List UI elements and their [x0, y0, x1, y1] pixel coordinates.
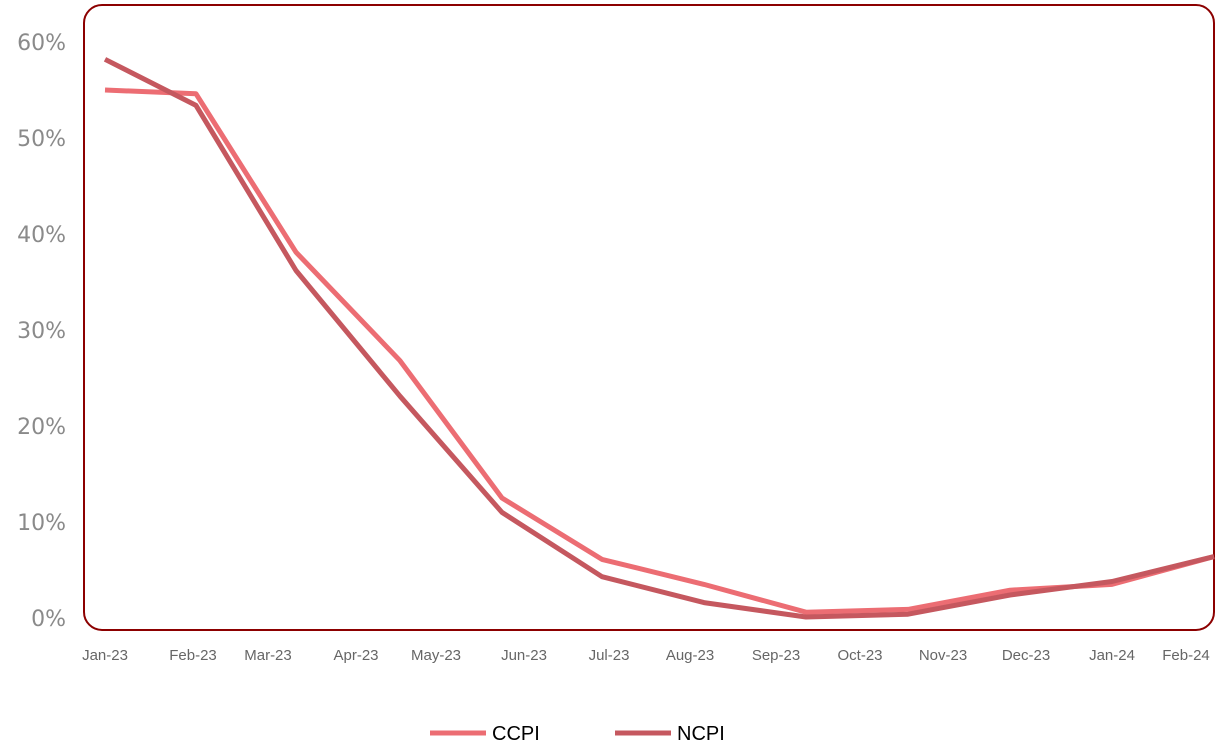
y-tick-label: 60%: [17, 31, 66, 56]
x-tick-label: Jul-23: [589, 647, 630, 664]
x-tick-label: Apr-23: [333, 647, 378, 664]
x-tick-label: Oct-23: [837, 647, 882, 664]
series-line-ccpi: [104, 87, 1215, 615]
x-tick-label: Sep-23: [752, 647, 800, 664]
x-tick-label: Jan-23: [82, 647, 128, 664]
series-line-ncpi: [103, 57, 1215, 620]
x-axis-ticks: Jan-23 Feb-23 Mar-23 Apr-23 May-23 Jun-23 Jul-…: [82, 647, 1210, 664]
y-tick-label: 0%: [31, 607, 66, 632]
y-tick-label: 40%: [17, 223, 66, 248]
y-tick-label: 10%: [17, 511, 66, 536]
x-tick-label: Jun-23: [501, 647, 547, 664]
x-tick-label: Mar-23: [244, 647, 292, 664]
x-tick-label: Nov-23: [919, 647, 967, 664]
x-tick-label: Aug-23: [666, 647, 714, 664]
series-lines: [103, 57, 1215, 620]
x-tick-label: Dec-23: [1002, 647, 1050, 664]
y-axis-ticks: 0% 10% 20% 30% 40% 50% 60%: [17, 31, 66, 632]
legend: CCPI NCPI: [430, 723, 725, 745]
y-tick-label: 20%: [17, 415, 66, 440]
legend-label-ccpi: CCPI: [492, 723, 540, 745]
y-tick-label: 30%: [17, 319, 66, 344]
x-tick-label: Jan-24: [1089, 647, 1135, 664]
plot-area-border: [83, 4, 1215, 631]
legend-label-ncpi: NCPI: [677, 723, 725, 745]
x-tick-label: Feb-24: [1162, 647, 1210, 664]
y-tick-label: 50%: [17, 127, 66, 152]
x-tick-label: May-23: [411, 647, 461, 664]
x-tick-label: Feb-23: [169, 647, 217, 664]
